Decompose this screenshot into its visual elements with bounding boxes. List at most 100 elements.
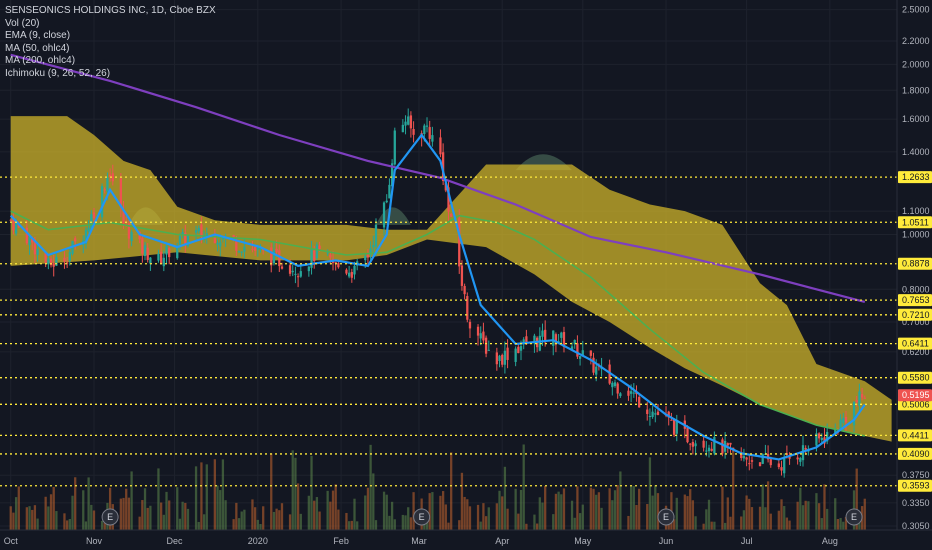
candle-body (251, 248, 254, 250)
candle-body (111, 173, 114, 182)
legend-ma50[interactable]: MA (50, ohlc4) (5, 42, 70, 54)
volume-bar (842, 521, 845, 530)
candle-body (503, 350, 507, 365)
candle-body (740, 452, 743, 459)
volume-bar (581, 504, 584, 530)
legend-ichimoku[interactable]: Ichimoku (9, 26, 52, 26) (5, 67, 111, 79)
volume-bar (707, 499, 711, 530)
volume-bar (100, 520, 104, 530)
candle-body (412, 128, 415, 135)
time-tick-label: 2020 (248, 536, 268, 546)
legend-ma200[interactable]: MA (200, ohlc4) (5, 55, 76, 66)
volume-bar (844, 516, 848, 530)
candle-body (646, 409, 649, 414)
candle-body (525, 336, 528, 345)
volume-bar (288, 514, 292, 530)
volume-bar (597, 492, 601, 530)
time-tick-label: Jun (659, 536, 674, 546)
time-axis-panel[interactable] (0, 530, 932, 550)
candle-body (629, 391, 633, 394)
candle-body (632, 392, 635, 394)
volume-bar (9, 506, 12, 530)
price-tick-label: 2.0000 (902, 59, 930, 69)
candle-body (450, 214, 453, 217)
volume-bar (404, 515, 407, 530)
candle-body (366, 254, 370, 258)
candle-body (168, 248, 171, 258)
volume-bar (401, 514, 404, 530)
level-tag-label: 0.5580 (902, 373, 930, 383)
candle-body (538, 335, 541, 351)
volume-bar (740, 516, 743, 530)
volume-bar (138, 516, 141, 530)
volume-bar (441, 491, 445, 530)
volume-bar (764, 507, 767, 530)
volume-bar (149, 505, 152, 530)
volume-bar (382, 491, 386, 530)
legend-ema[interactable]: EMA (9, close) (5, 30, 71, 41)
volume-bar (785, 517, 789, 530)
volume-bar (369, 444, 372, 530)
candle-body (372, 245, 375, 248)
candle-body (318, 245, 321, 250)
volume-bar (554, 493, 558, 530)
candle-body (186, 235, 190, 247)
level-tag-label: 0.5006 (902, 399, 930, 409)
candle-body (788, 455, 791, 459)
candle-body (108, 174, 112, 177)
candle-body (839, 419, 842, 430)
volume-bar (122, 497, 125, 530)
volume-bar (36, 518, 39, 530)
candle-body (184, 232, 187, 246)
candle-body (780, 467, 783, 471)
candle-body (178, 235, 182, 245)
candle-body (447, 187, 450, 212)
candle-body (425, 125, 429, 127)
candle-body (49, 258, 53, 266)
candle-body (694, 443, 697, 447)
candle-body (47, 258, 50, 265)
volume-bar (484, 516, 488, 530)
candle-body (562, 332, 566, 347)
candle-body (589, 350, 592, 356)
level-tag (898, 216, 932, 229)
level-tag (898, 398, 932, 411)
candle-body (390, 163, 394, 187)
candle-body (385, 200, 388, 203)
candle-body (270, 247, 273, 266)
volume-bar (439, 495, 442, 530)
candle-body (544, 329, 547, 343)
volume-bar (498, 490, 501, 530)
volume-bar (119, 498, 122, 530)
candle-body (294, 273, 297, 275)
volume-bar (202, 514, 206, 530)
candle-body (235, 240, 238, 251)
volume-bar (14, 497, 18, 530)
volume-bar (44, 496, 47, 530)
volume-bar (570, 500, 574, 530)
candle-body (458, 218, 461, 267)
price-axis: 2.5000 2.2000 2.0000 1.8000 1.6000 1.4000 1.10… (902, 5, 930, 531)
volume-bar (748, 498, 751, 530)
volume-bar (200, 462, 203, 530)
volume-bar (347, 521, 351, 530)
last-price-tag (898, 389, 932, 402)
volume-bar (63, 513, 66, 530)
candle-body (482, 331, 485, 341)
candle-body (275, 248, 278, 253)
time-tick-label: Dec (167, 536, 184, 546)
volume-bar (329, 501, 332, 530)
legend-volume[interactable]: Vol (20) (5, 17, 40, 29)
volume-bar (562, 488, 566, 530)
volume-bar (251, 499, 254, 530)
volume-bar (589, 487, 592, 530)
candle-body (844, 416, 848, 423)
volume-bar (337, 509, 340, 530)
volume-bar (468, 506, 472, 530)
volume-bar (393, 519, 396, 530)
candle-body (28, 236, 31, 245)
candle-body (750, 460, 754, 462)
candle-body (237, 251, 241, 253)
volume-bar (646, 504, 649, 530)
